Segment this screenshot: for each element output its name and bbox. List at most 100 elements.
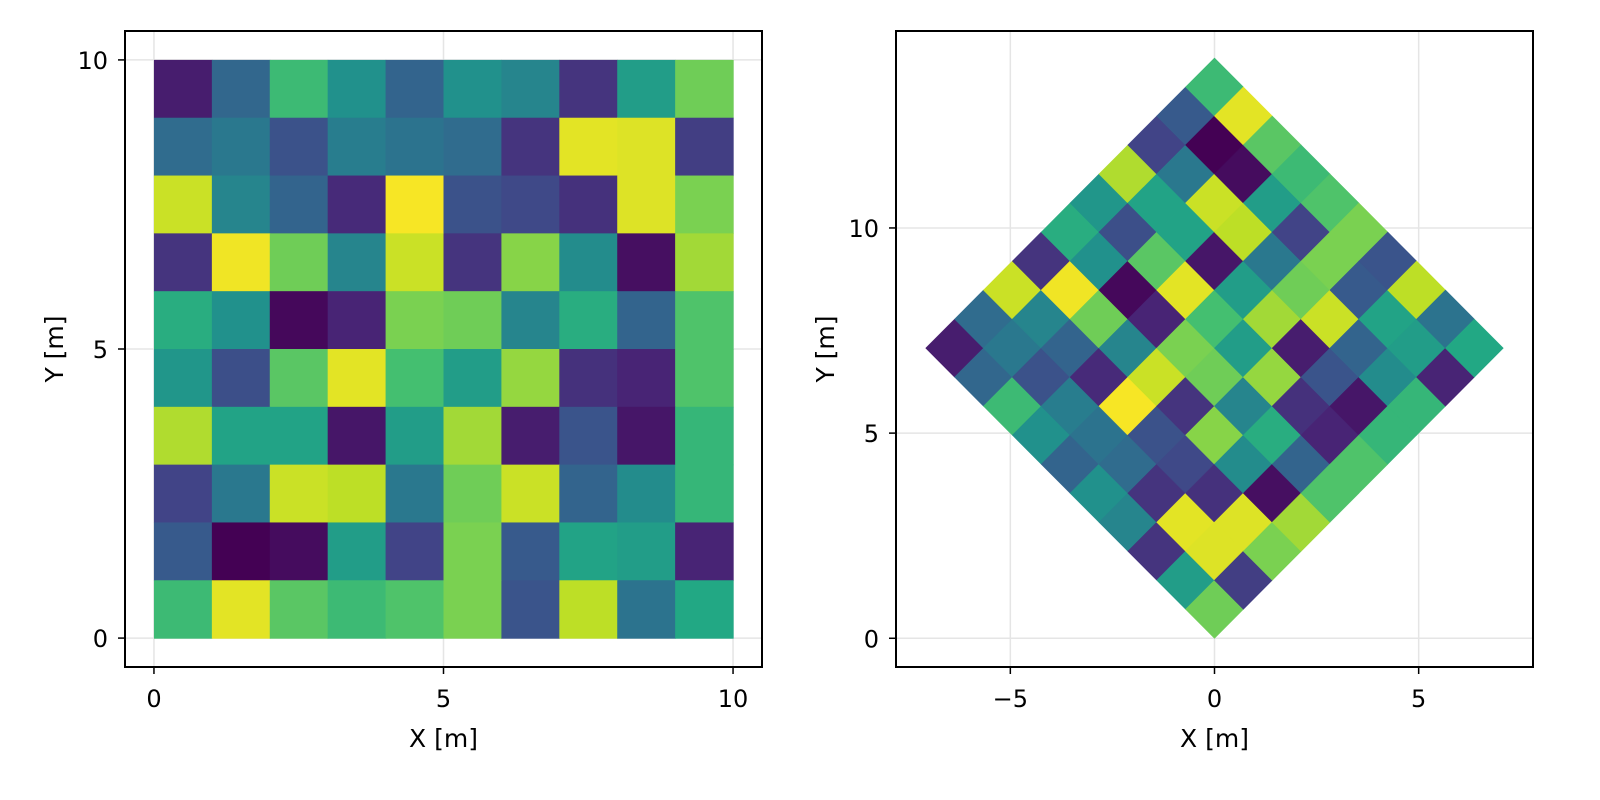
left-heatmap-cell	[501, 406, 560, 466]
right-ticks: −5 0 5 0 5 10	[848, 215, 1426, 713]
left-heatmap-cell	[385, 522, 445, 581]
left-heatmap-cell	[153, 580, 213, 639]
left-heatmap-cell	[385, 406, 445, 466]
left-heatmap-cell	[385, 580, 445, 639]
left-heatmap-cell	[675, 291, 734, 350]
left-heatmap-cell	[211, 59, 271, 119]
left-heatmap-cell	[211, 291, 271, 350]
left-heatmap-panel: 0 5 10 0 5 10 X [m] Y [m]	[40, 30, 763, 753]
left-y-tick-label: 0	[93, 625, 108, 653]
left-heatmap-cell	[269, 59, 329, 119]
left-heatmap-cell	[211, 406, 271, 466]
left-heatmap-cell	[559, 349, 618, 408]
left-heatmap-cell	[443, 175, 503, 234]
left-heatmap-cell	[617, 349, 676, 408]
left-heatmap-cell	[327, 117, 387, 177]
left-y-tick-label: 5	[93, 336, 108, 364]
left-heatmap-cell	[559, 175, 618, 234]
left-heatmap-cell	[675, 580, 734, 639]
left-heatmap-cell	[385, 291, 445, 350]
left-heatmap-cell	[153, 349, 213, 408]
left-heatmap-cell	[153, 291, 213, 350]
left-heatmap-cell	[153, 117, 213, 177]
right-y-axis-label: Y [m]	[811, 315, 840, 383]
right-x-tick-label: −5	[993, 685, 1028, 713]
right-y-tick-label: 5	[864, 420, 879, 448]
left-heatmap-cell	[211, 522, 271, 581]
left-heatmap-cell	[501, 580, 560, 639]
left-heatmap-cell	[617, 233, 676, 292]
left-heatmap-cell	[211, 464, 271, 524]
left-heatmap-cell	[269, 349, 329, 408]
left-x-tick-label: 10	[718, 685, 749, 713]
left-heatmap-cell	[211, 580, 271, 639]
left-ticks: 0 5 10 0 5 10	[77, 47, 748, 713]
left-heatmap-cell	[327, 349, 387, 408]
left-heatmap-cells	[153, 59, 734, 639]
left-heatmap-cell	[501, 233, 560, 292]
left-heatmap-cell	[675, 464, 734, 524]
left-heatmap-cell	[269, 522, 329, 581]
left-heatmap-cell	[617, 117, 676, 177]
left-heatmap-cell	[675, 406, 734, 466]
left-heatmap-cell	[327, 522, 387, 581]
left-heatmap-cell	[501, 117, 560, 177]
left-heatmap-cell	[443, 580, 503, 639]
left-heatmap-cell	[675, 349, 734, 408]
left-heatmap-cell	[501, 349, 560, 408]
left-heatmap-cell	[269, 291, 329, 350]
left-heatmap-cell	[385, 59, 445, 119]
left-x-tick-label: 0	[146, 685, 161, 713]
left-heatmap-cell	[501, 59, 560, 119]
left-x-axis-label: X [m]	[409, 724, 478, 753]
left-x-tick-label: 5	[436, 685, 451, 713]
left-heatmap-cell	[443, 59, 503, 119]
left-heatmap-cell	[327, 175, 387, 234]
left-heatmap-cell	[443, 291, 503, 350]
left-heatmap-cell	[559, 59, 618, 119]
left-heatmap-cell	[269, 233, 329, 292]
left-heatmap-cell	[327, 580, 387, 639]
left-heatmap-cell	[559, 291, 618, 350]
left-heatmap-cell	[153, 59, 213, 119]
left-heatmap-cell	[559, 406, 618, 466]
left-heatmap-cell	[443, 349, 503, 408]
left-heatmap-cell	[211, 233, 271, 292]
left-heatmap-cell	[617, 580, 676, 639]
left-y-axis-label: Y [m]	[40, 315, 69, 383]
left-heatmap-cell	[443, 464, 503, 524]
left-heatmap-cell	[211, 175, 271, 234]
right-x-axis-label: X [m]	[1180, 724, 1249, 753]
right-x-tick-label: 0	[1207, 685, 1222, 713]
left-heatmap-cell	[559, 580, 618, 639]
left-heatmap-cell	[617, 291, 676, 350]
left-heatmap-cell	[443, 233, 503, 292]
left-heatmap-cell	[385, 464, 445, 524]
left-heatmap-cell	[443, 522, 503, 581]
right-heatmap-cell	[1445, 318, 1504, 378]
left-heatmap-cell	[675, 233, 734, 292]
left-heatmap-cell	[385, 233, 445, 292]
left-heatmap-cell	[153, 464, 213, 524]
left-heatmap-cell	[385, 175, 445, 234]
left-heatmap-cell	[559, 233, 618, 292]
left-heatmap-cell	[327, 406, 387, 466]
left-heatmap-cell	[443, 406, 503, 466]
right-x-tick-label: 5	[1411, 685, 1426, 713]
left-heatmap-cell	[617, 522, 676, 581]
left-heatmap-cell	[327, 464, 387, 524]
left-heatmap-cell	[327, 291, 387, 350]
left-heatmap-cell	[211, 117, 271, 177]
right-rotated-heatmap-panel: −5 0 5 0 5 10 X [m] Y [m]	[811, 30, 1534, 753]
left-heatmap-cell	[153, 406, 213, 466]
left-heatmap-cell	[501, 464, 560, 524]
left-heatmap-cell	[211, 349, 271, 408]
left-heatmap-cell	[153, 175, 213, 234]
left-heatmap-cell	[327, 233, 387, 292]
left-heatmap-cell	[675, 59, 734, 119]
left-heatmap-cell	[269, 175, 329, 234]
left-heatmap-cell	[153, 233, 213, 292]
left-heatmap-cell	[559, 117, 618, 177]
left-heatmap-cell	[501, 522, 560, 581]
